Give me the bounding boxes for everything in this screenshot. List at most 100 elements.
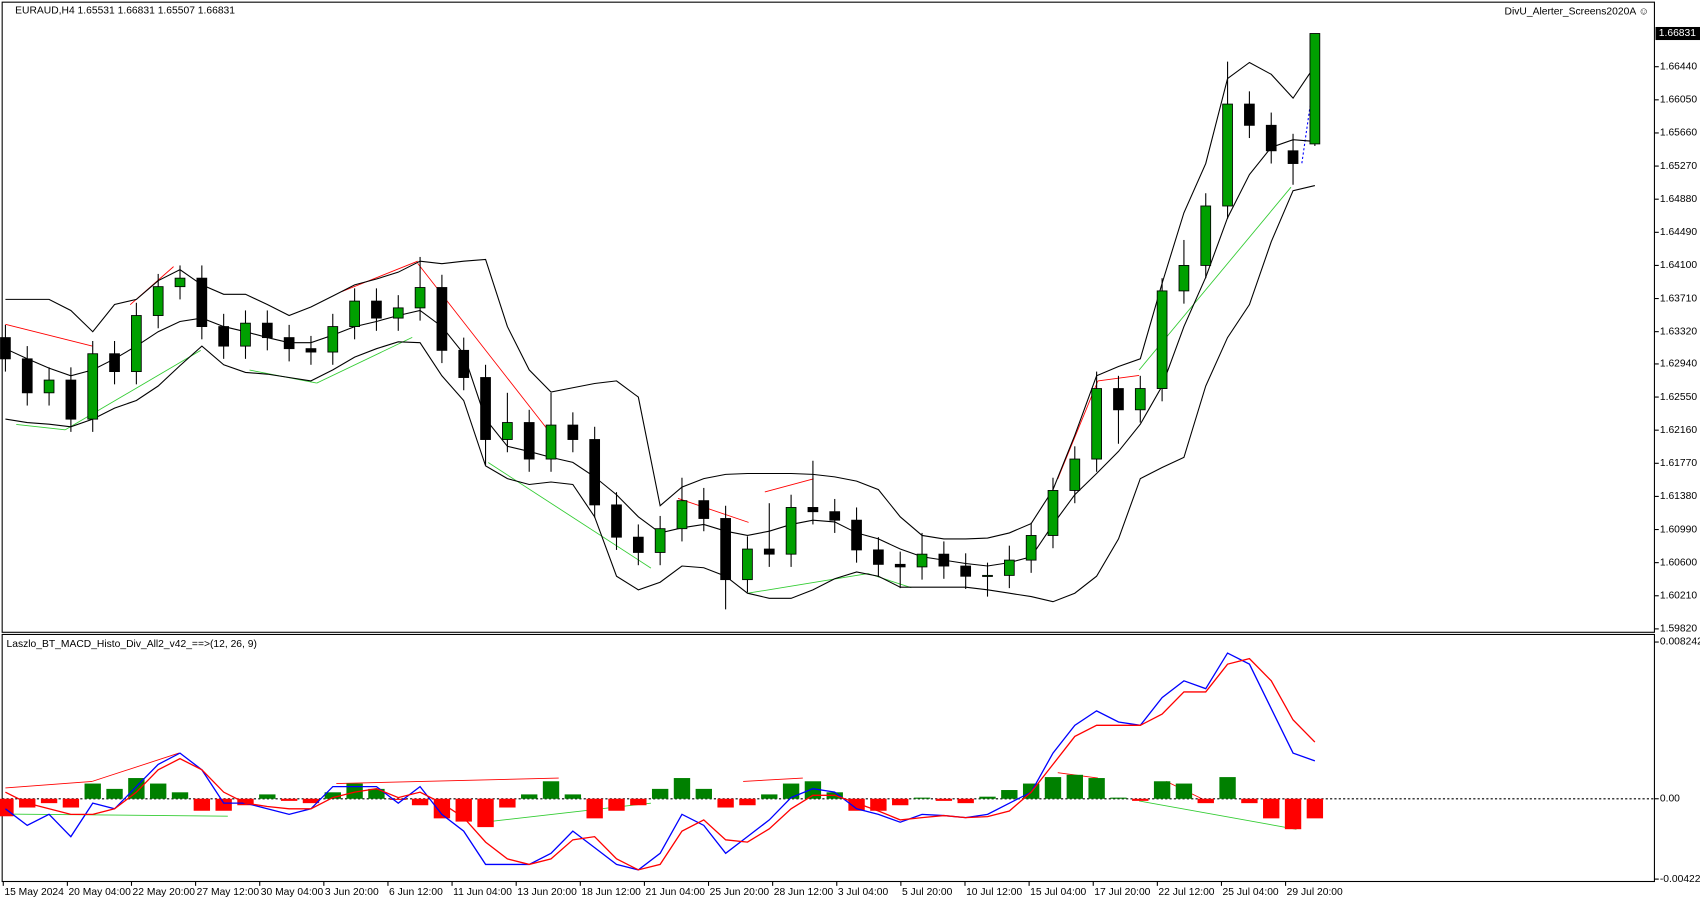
candle-body bbox=[982, 574, 993, 577]
y-tick-label: 1.59820 bbox=[1660, 624, 1697, 635]
candle-body bbox=[65, 379, 77, 420]
chart-title: EURAUD,H4 1.65531 1.66831 1.65507 1.6683… bbox=[15, 6, 235, 17]
x-tick-label: 20 May 04:00 bbox=[68, 887, 131, 898]
y-tick-label: 1.61770 bbox=[1660, 458, 1697, 469]
divergence-line bbox=[5, 780, 93, 789]
divergence-line bbox=[336, 777, 559, 784]
candle-body bbox=[611, 504, 622, 538]
candle-body bbox=[1265, 124, 1277, 152]
y-tick-label: 1.60600 bbox=[1660, 557, 1697, 568]
y-tick-label: 1.64100 bbox=[1660, 260, 1697, 271]
candle-body bbox=[1222, 103, 1233, 207]
candle-body bbox=[1025, 535, 1037, 561]
y-tick-label: 1.63320 bbox=[1660, 326, 1697, 337]
candle-body bbox=[0, 337, 11, 360]
candle-body bbox=[414, 287, 426, 309]
divergence-line bbox=[743, 777, 803, 782]
divergence-line bbox=[5, 323, 93, 347]
histogram-bar bbox=[1001, 790, 1018, 799]
candle-body bbox=[742, 548, 753, 581]
y-tick-label: -0.004224 bbox=[1660, 874, 1700, 885]
candle-body bbox=[371, 300, 382, 319]
candle-body bbox=[1200, 205, 1212, 266]
histogram-bar bbox=[346, 783, 363, 799]
candle-body bbox=[523, 422, 535, 460]
candle-body bbox=[174, 277, 186, 288]
histogram-bar bbox=[368, 788, 385, 799]
histogram-bar bbox=[324, 792, 341, 799]
histogram-bar bbox=[586, 798, 603, 819]
candle-body bbox=[436, 287, 448, 351]
histogram-bar bbox=[40, 798, 58, 804]
x-tick-label: 17 Jul 20:00 bbox=[1094, 887, 1150, 898]
candle-body bbox=[43, 379, 55, 394]
histogram-bar bbox=[411, 798, 429, 806]
x-tick-label: 11 Jun 04:00 bbox=[453, 887, 512, 898]
candle-body bbox=[21, 358, 33, 394]
histogram-bar bbox=[630, 798, 647, 806]
candle-body bbox=[109, 353, 120, 373]
x-tick-label: 3 Jul 04:00 bbox=[838, 887, 889, 898]
macd-line bbox=[5, 657, 1316, 871]
candle-body bbox=[1047, 490, 1059, 536]
indicator-panel bbox=[1, 633, 1655, 883]
divergence-line bbox=[92, 752, 180, 782]
y-tick-label: 1.62550 bbox=[1660, 392, 1697, 403]
histogram-bar bbox=[1153, 781, 1171, 799]
histogram-bar bbox=[979, 796, 996, 799]
histogram-bar bbox=[608, 798, 625, 811]
histogram-bar bbox=[761, 794, 778, 799]
y-tick-label: 1.66440 bbox=[1660, 61, 1697, 72]
candle-body bbox=[458, 349, 470, 378]
signal-arrow-line bbox=[1301, 65, 1317, 164]
y-tick-label: 1.64880 bbox=[1660, 194, 1697, 205]
histogram-bar bbox=[1263, 798, 1280, 819]
y-tick-label: 0.008242 bbox=[1660, 637, 1700, 648]
x-tick-label: 21 Jun 04:00 bbox=[646, 887, 706, 898]
candle-body bbox=[261, 322, 273, 339]
histogram-bar bbox=[804, 781, 822, 799]
indicator-title: Laszlo_BT_MACD_Histo_Div_All2_v42_==>(12… bbox=[7, 639, 257, 650]
divergence-line bbox=[748, 573, 868, 594]
histogram-bar bbox=[1044, 777, 1062, 799]
histogram-bar bbox=[499, 798, 516, 808]
divergence-line bbox=[1139, 800, 1297, 830]
candle-body bbox=[763, 548, 775, 555]
candle-body bbox=[851, 519, 862, 551]
candle-body bbox=[545, 424, 557, 460]
candle-body bbox=[807, 507, 819, 513]
x-tick-label: 10 Jul 12:00 bbox=[966, 887, 1022, 898]
x-tick-label: 3 Jun 20:00 bbox=[325, 887, 379, 898]
candle-body bbox=[567, 424, 579, 440]
divergence-line bbox=[316, 336, 413, 384]
histogram-bar bbox=[193, 798, 211, 811]
candle-body bbox=[349, 300, 360, 328]
candle-body bbox=[1069, 458, 1081, 491]
histogram-bar bbox=[1284, 798, 1302, 830]
candle-body bbox=[589, 439, 601, 506]
histogram-bar bbox=[171, 792, 189, 799]
main-panel bbox=[1, 1, 1655, 633]
histogram-bar bbox=[892, 798, 909, 806]
candle-body bbox=[305, 348, 317, 353]
candle-body bbox=[1244, 103, 1255, 126]
histogram-bar bbox=[84, 783, 101, 799]
histogram-bar bbox=[913, 797, 931, 799]
histogram-bar bbox=[106, 788, 123, 799]
candle-body bbox=[152, 286, 164, 316]
x-tick-label: 5 Jul 20:00 bbox=[902, 887, 953, 898]
histogram-bar bbox=[1219, 777, 1236, 799]
x-tick-label: 28 Jun 12:00 bbox=[774, 887, 834, 898]
x-tick-label: 13 Jun 20:00 bbox=[517, 887, 577, 898]
candle-body bbox=[960, 565, 972, 577]
histogram-bar bbox=[957, 798, 974, 804]
divergence-line bbox=[764, 478, 814, 493]
macd-line bbox=[5, 652, 1316, 871]
histogram-bar bbox=[1306, 798, 1324, 819]
candle-body bbox=[785, 507, 797, 555]
divergence-line bbox=[5, 813, 228, 817]
y-tick-label: 1.66050 bbox=[1660, 95, 1697, 106]
histogram-bar bbox=[935, 798, 953, 801]
histogram-bar bbox=[870, 798, 887, 811]
